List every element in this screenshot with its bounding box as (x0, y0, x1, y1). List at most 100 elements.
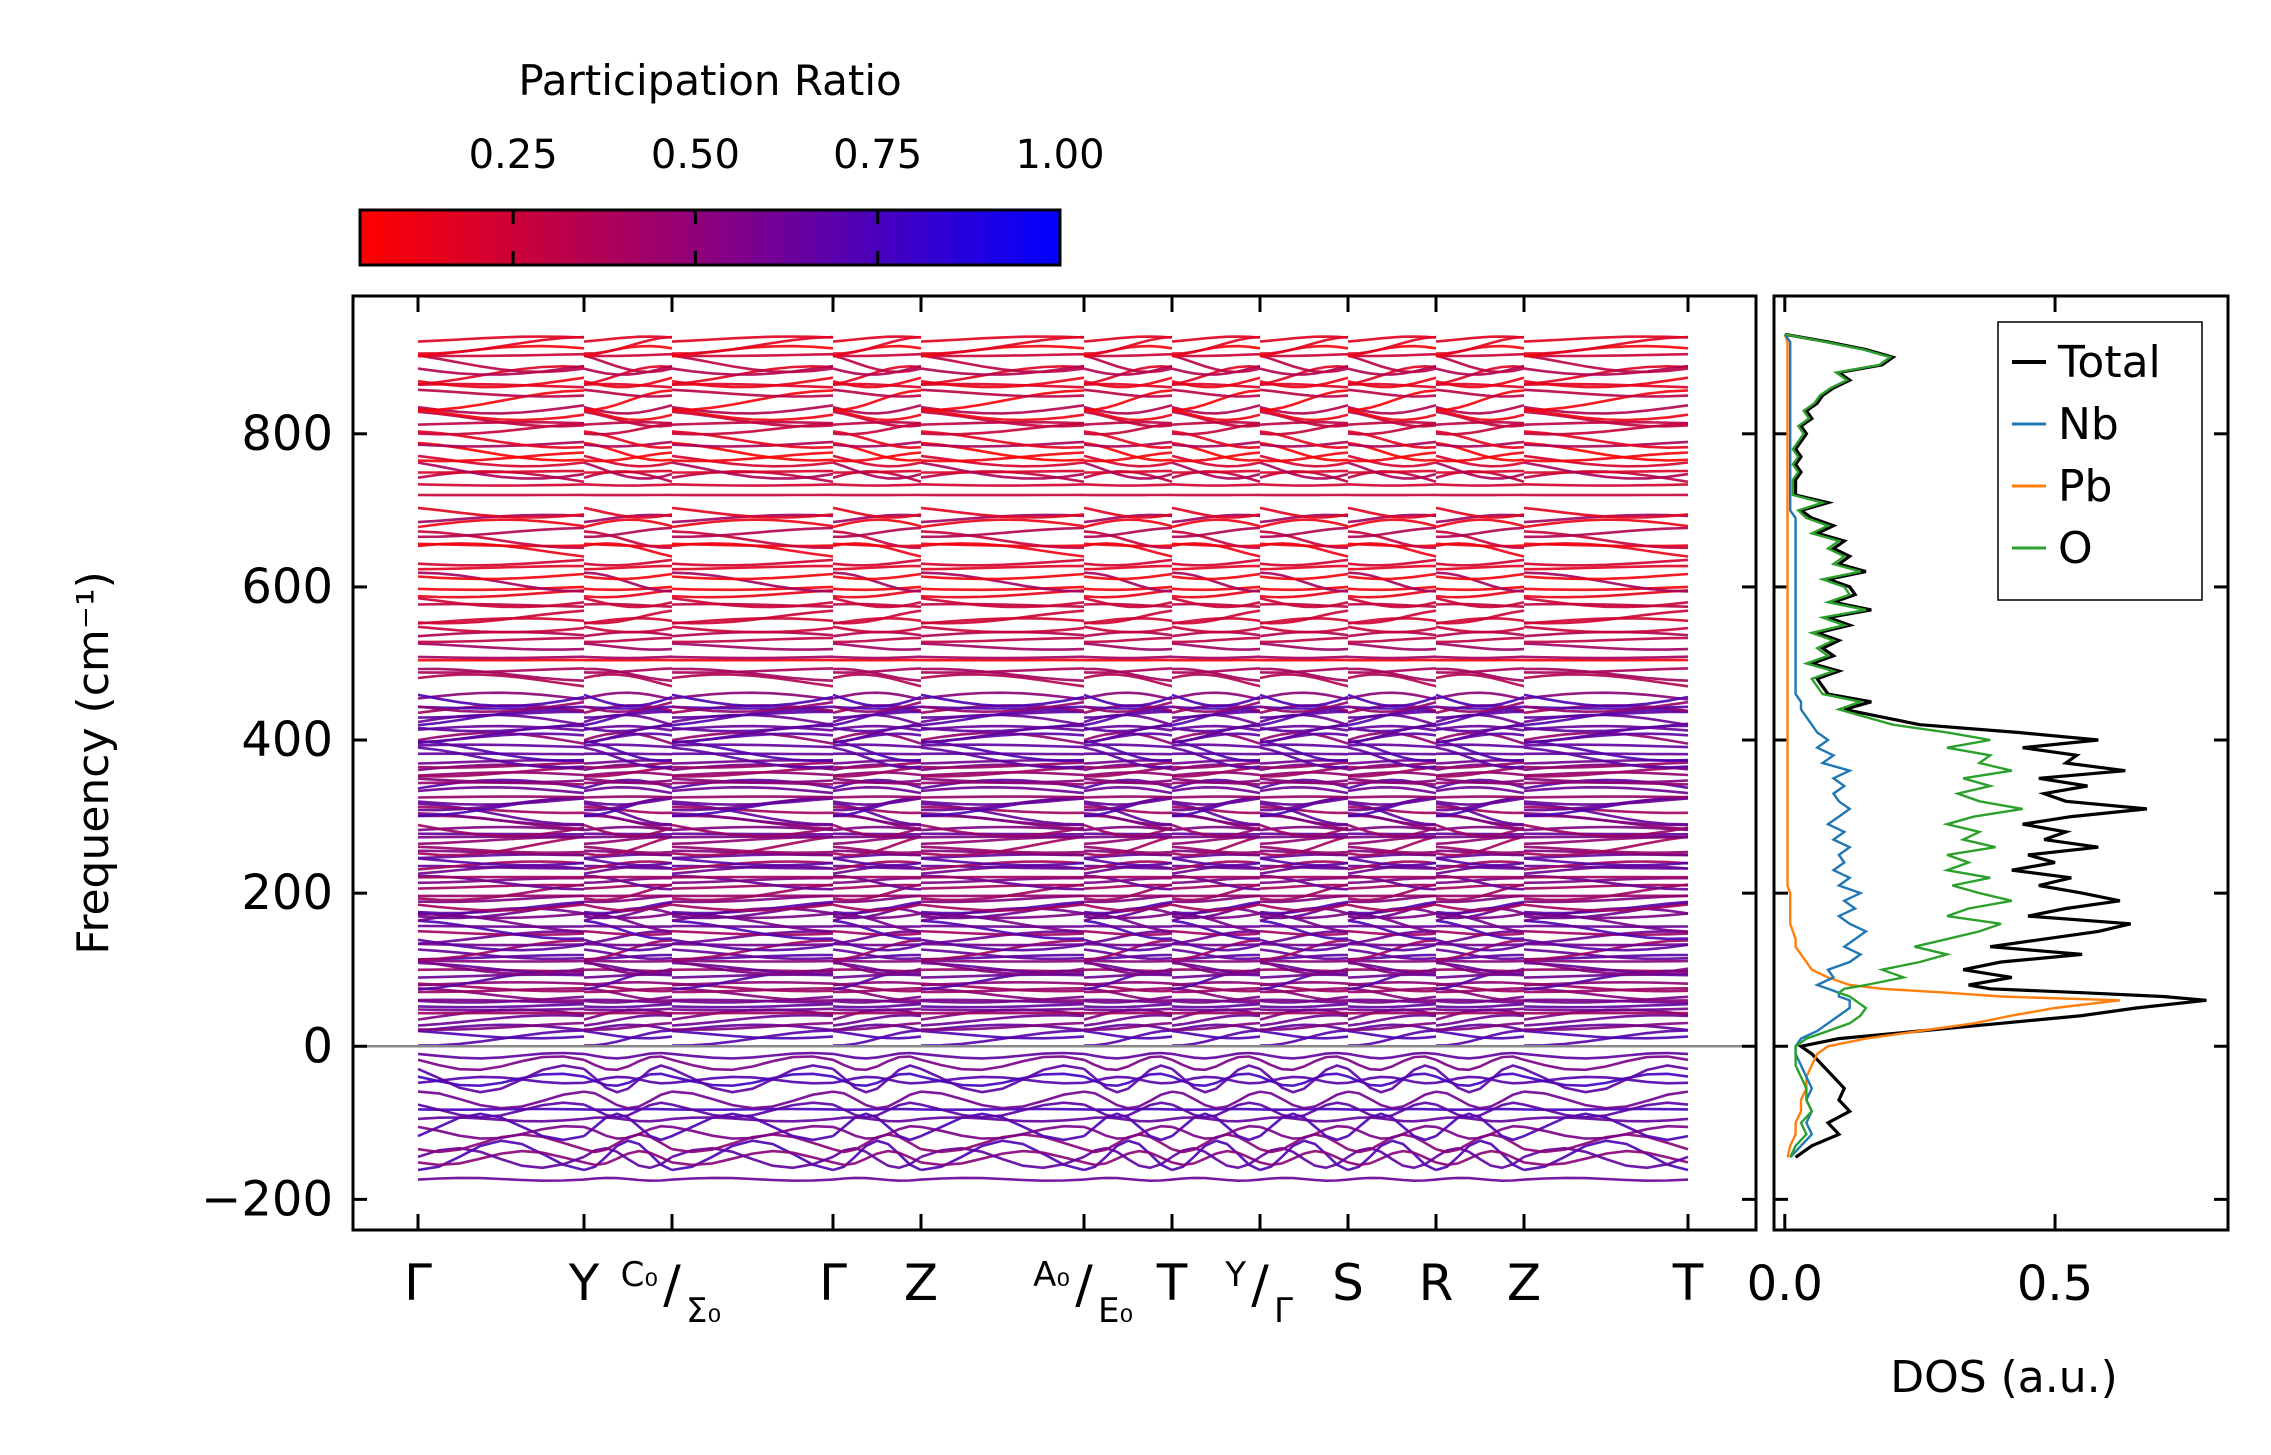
band-line (417, 483, 1689, 487)
band-line (417, 691, 1689, 701)
colorbar-tick-labels: 0.25 0.50 0.75 1.00 (469, 132, 1105, 178)
band-line (417, 542, 1689, 548)
band-line (417, 407, 1689, 422)
y-tick-label: 0 (302, 1018, 333, 1074)
band-line (417, 912, 1689, 920)
y-tick-label: 200 (241, 865, 333, 921)
band-line (417, 388, 1689, 398)
band-line (417, 1107, 1689, 1111)
band-line (417, 995, 1689, 1004)
band-line (417, 961, 1688, 976)
legend-label: Nb (2058, 399, 2119, 450)
band-line (417, 1090, 1689, 1110)
band-line (417, 864, 1689, 870)
band-line (417, 364, 1689, 386)
high-symmetry-axis: Γ Y C₀ / Σ₀ Γ Z A₀ / E₀ T Y / Γ S R Z T (404, 296, 1704, 1331)
colorbar: Participation Ratio 0.25 0.50 0.75 1.00 (358, 56, 1105, 267)
colorbar-tick-label: 1.00 (1015, 132, 1104, 178)
band-line (417, 987, 1689, 1002)
band-line (417, 572, 1689, 581)
band-line (417, 876, 1688, 885)
band-line (417, 906, 1689, 922)
band-line (417, 1176, 1689, 1183)
dos-x-tick-label: 0.0 (1747, 1256, 1823, 1312)
band-line (417, 518, 1689, 529)
band-line (417, 596, 1689, 609)
band-line (417, 625, 1689, 634)
k-point-label-top: C₀ (621, 1255, 658, 1295)
band-line (417, 802, 1689, 826)
k-point-label: T (1156, 1254, 1188, 1312)
band-line (417, 849, 1689, 857)
band-line (417, 1124, 1689, 1140)
band-line (417, 1101, 1689, 1119)
dos-curve-nb (1783, 333, 1869, 1159)
band-line (417, 857, 1689, 867)
k-point-label: Z (1507, 1254, 1541, 1312)
k-point-label: S (1332, 1254, 1364, 1312)
y-tick-label: −200 (201, 1171, 333, 1227)
band-line (417, 763, 1689, 772)
band-line (417, 785, 1689, 795)
k-point-label: Y (568, 1254, 600, 1312)
band-line (417, 901, 1689, 920)
band-line (417, 894, 1689, 904)
band-line (417, 919, 1689, 941)
band-line (417, 929, 1689, 936)
band-line (417, 602, 1689, 608)
band-line (417, 461, 1689, 480)
band-line (417, 1051, 1689, 1060)
band-line (417, 1139, 1689, 1172)
band-line (417, 823, 1689, 838)
band-line (417, 440, 1689, 448)
band-line (417, 948, 1689, 961)
band-line (417, 1112, 1689, 1142)
band-line (417, 732, 1689, 745)
legend-label: Total (2057, 337, 2161, 388)
k-point-label-bottom: Γ (1274, 1291, 1293, 1331)
band-line (417, 354, 1689, 374)
legend-label: Pb (2058, 461, 2112, 512)
k-point-label: R (1419, 1254, 1454, 1312)
band-line (417, 422, 1689, 436)
band-line (417, 777, 1689, 784)
band-plot-frame (351, 294, 1758, 1232)
band-line (417, 667, 1689, 682)
k-point-label-bottom: Σ₀ (686, 1291, 721, 1331)
band-line (417, 571, 1689, 593)
band-line (417, 938, 1689, 952)
band-line (417, 766, 1689, 778)
band-line (417, 335, 1689, 343)
dos-plot-frame (1772, 294, 2230, 1232)
band-line (417, 642, 1689, 651)
band-line (417, 883, 1689, 902)
band-line (417, 924, 1689, 928)
k-point-label-bottom: E₀ (1098, 1291, 1133, 1331)
colorbar-title: Participation Ratio (518, 56, 901, 105)
band-line (417, 835, 1689, 839)
band-line (417, 1002, 1689, 1009)
band-line (417, 673, 1689, 688)
band-line (417, 724, 1689, 732)
band-line (417, 982, 1689, 993)
band-line (417, 705, 1689, 710)
band-line (417, 743, 1689, 749)
band-line (417, 441, 1689, 462)
band-line (417, 959, 1689, 976)
k-point-label: T (1672, 1254, 1704, 1312)
band-line (417, 655, 1689, 660)
band-line (417, 942, 1689, 947)
y-tick-label: 600 (241, 559, 333, 615)
band-line (418, 636, 1689, 644)
band-line (417, 796, 1689, 818)
dos-axis-label: DOS (a.u.) (1890, 1352, 2118, 1403)
band-line (417, 746, 1689, 769)
k-point-label: Z (904, 1254, 938, 1312)
band-line (417, 1021, 1689, 1032)
dos-panel: 0.0 0.5 DOS (a.u.) Total Nb Pb O (1747, 294, 2230, 1403)
dos-curve-o (1784, 333, 2023, 1158)
band-line (417, 835, 1689, 857)
band-line (418, 469, 1689, 474)
band-line (417, 609, 1689, 625)
